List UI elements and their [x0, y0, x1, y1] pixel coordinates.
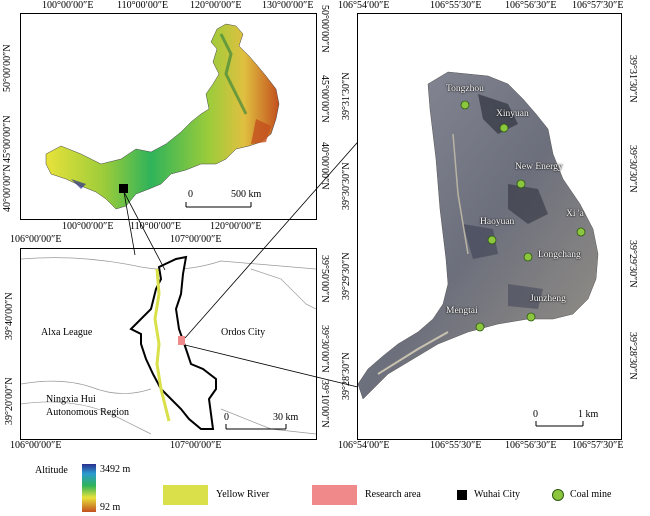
top-lon-tick-6: 110°00′00″E [130, 221, 182, 232]
inner-mongolia-map [45, 23, 280, 210]
mountain-ridge [219, 33, 248, 115]
top-lon-tick-7: 120°00′00″E [210, 221, 262, 232]
legend-wuhai-city-swatch [457, 490, 467, 500]
legend-yellow-river-swatch [163, 485, 208, 505]
road-1 [377, 331, 449, 375]
legend-altitude-ramp [82, 464, 96, 512]
legend-altitude-min: 92 m [100, 502, 121, 513]
inner-mongolia-shape [45, 23, 280, 210]
inset-top-frame: 0 500 km [20, 13, 317, 220]
pit-dark-2 [508, 184, 548, 224]
main-lat-right-2: 39°30′30″N [627, 145, 638, 193]
scale-zero-main: 0 [533, 409, 538, 420]
admin-boundary-3 [21, 401, 152, 435]
main-lat-right-4: 39°28′30″N [627, 332, 638, 380]
top-lon-tick-2: 110°00′00″E [117, 0, 169, 11]
pit-dark-4 [508, 284, 543, 309]
mine-longchang[interactable] [523, 252, 533, 262]
mine-mengtai[interactable] [475, 322, 485, 332]
region-alxa-league: Alxa League [41, 327, 93, 338]
bottom-lon-bot-1: 106°00′00″E [10, 440, 62, 451]
scale-label-bottom: 30 km [273, 412, 299, 423]
main-map-frame: Tongzhou Xinyuan New Energy Haoyuan Xi '… [357, 13, 622, 440]
top-lon-tick-1: 100°00′00″E [42, 0, 94, 11]
mine-junzheng[interactable] [526, 312, 536, 322]
main-lon-bot-2: 106°55′30″E [430, 440, 482, 451]
main-lat-right-1: 39°31′30″N [627, 55, 638, 103]
mine-label-xia: Xi 'a [566, 209, 584, 219]
road-2 [452, 133, 469, 255]
legend-altitude-max: 3492 m [100, 464, 131, 475]
bottom-lon-top-1: 106°00′00″E [10, 234, 62, 245]
mine-xia[interactable] [576, 227, 586, 237]
mine-label-xinyuan: Xinyuan [496, 109, 529, 119]
mine-label-tongzhou: Tongzhou [446, 84, 484, 94]
wuhai-boundary [129, 255, 217, 430]
legend-coal-mine-swatch [552, 489, 564, 501]
top-lon-tick-5: 100°00′00″E [62, 221, 114, 232]
main-lat-left-1: 39°31′30″N [341, 72, 352, 120]
pit-dark-3 [463, 224, 498, 259]
mine-new-energy[interactable] [516, 179, 526, 189]
legend-altitude-title: Altitude [35, 465, 68, 476]
region-ordos-city: Ordos City [221, 327, 266, 338]
admin-boundary-4 [250, 268, 316, 310]
scale-zero-bottom: 0 [224, 412, 229, 423]
legend-research-area-label: Research area [365, 489, 421, 500]
mine-label-junzheng: Junzheng [530, 294, 566, 304]
admin-boundary-1 [21, 257, 316, 270]
mine-label-new-energy: New Energy [515, 162, 563, 172]
region-ningxia-hui: Ningxia Hui [46, 394, 96, 405]
yellow-river-line [153, 268, 171, 422]
scale-zero-top: 0 [188, 189, 193, 200]
main-lat-left-2: 39°30′30″N [341, 162, 352, 210]
mine-label-mengtai: Mengtai [446, 306, 478, 316]
highland-southeast [251, 119, 271, 144]
legend-wuhai-city-label: Wuhai City [474, 489, 520, 500]
scale-label-top: 500 km [231, 189, 262, 200]
main-lon-top-1: 106°54′00″E [338, 0, 390, 11]
admin-boundary-2 [21, 380, 152, 394]
pit-dark-1 [478, 94, 518, 134]
main-lon-bot-3: 106°56′30″E [505, 440, 557, 451]
main-lat-left-4: 39°28′30″N [341, 352, 352, 400]
mine-label-haoyuan: Haoyuan [480, 217, 515, 227]
region-autonomous: Autonomous Region [46, 407, 130, 418]
mine-haoyuan[interactable] [487, 235, 497, 245]
main-lon-bot-1: 106°54′00″E [338, 440, 390, 451]
mine-label-longchang: Longchang [538, 250, 581, 260]
mine-xinyuan[interactable] [499, 123, 509, 133]
bottom-lon-top-2: 107°00′00″E [170, 234, 222, 245]
bottom-lon-bot-2: 107°00′00″E [170, 440, 222, 451]
inset-bottom-frame: Alxa League Ordos City Ningxia Hui Auton… [20, 248, 317, 440]
satellite-map [358, 71, 599, 427]
main-lat-left-3: 39°29′30″N [341, 252, 352, 300]
top-lon-tick-4: 130°00′00″E [262, 0, 314, 11]
main-lon-bot-4: 106°57′30″E [572, 440, 624, 451]
main-lon-top-2: 106°55′30″E [430, 0, 482, 11]
legend-research-area-swatch [312, 485, 357, 505]
main-lat-right-3: 39°29′30″N [627, 240, 638, 288]
lake-area [71, 179, 86, 189]
main-lon-top-4: 106°57′30″E [572, 0, 624, 11]
main-lon-top-3: 106°56′30″E [505, 0, 557, 11]
scale-label-main: 1 km [578, 409, 599, 420]
research-area-marker [178, 336, 185, 345]
top-lon-tick-3: 120°00′00″E [190, 0, 242, 11]
wuhai-region-map [21, 255, 316, 435]
legend-coal-mine-label: Coal mine [570, 489, 612, 500]
mine-tongzhou[interactable] [460, 100, 470, 110]
legend-yellow-river-label: Yellow River [216, 489, 270, 500]
wuhai-city-marker [119, 184, 128, 193]
